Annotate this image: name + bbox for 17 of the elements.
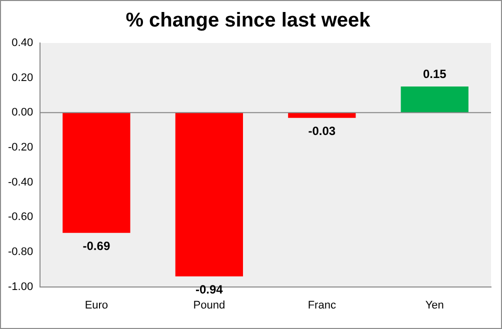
data-label: -0.94 [195,282,224,297]
data-label: -0.03 [308,124,336,138]
y-tick-label: -0.80 [8,246,34,258]
data-label: 0.15 [422,66,447,81]
x-tick-label: Pound [193,299,226,312]
y-tick-label: -0.60 [8,211,34,224]
y-tick-label: 0.40 [12,37,34,50]
x-tick-label: Euro [84,299,108,312]
chart-title: % change since last week [126,10,372,32]
data-label: -0.69 [82,239,110,254]
y-tick-label: -0.20 [8,142,34,154]
y-tick-label: 0.20 [12,72,34,84]
x-tick-label: Yen [425,299,444,312]
y-tick-label: 0.00 [12,106,34,119]
y-tick-label: -0.40 [8,176,34,188]
y-tick-label: -1.00 [8,280,34,293]
x-tick-label: Franc [308,299,336,312]
